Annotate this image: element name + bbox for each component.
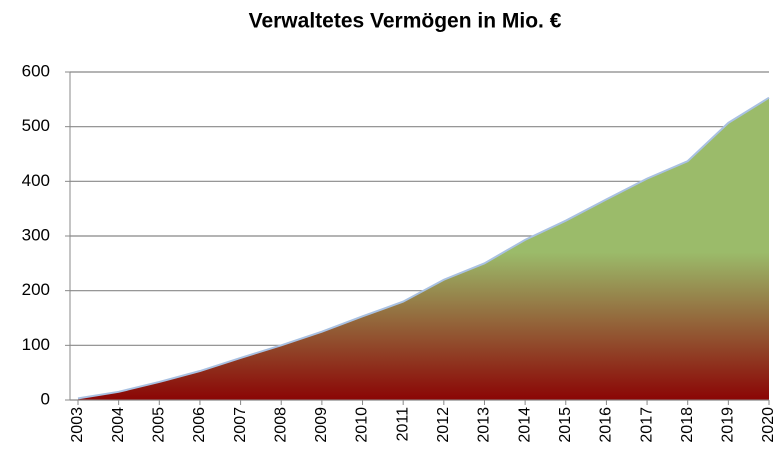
x-tick-label: 2017 xyxy=(638,407,655,443)
x-tick-label: 2019 xyxy=(720,407,737,443)
chart-title: Verwaltetes Vermögen in Mio. € xyxy=(249,10,562,33)
x-tick-label: 2006 xyxy=(191,407,208,443)
x-tick-label: 2003 xyxy=(69,407,86,443)
area-line xyxy=(77,96,770,400)
x-tick-label: 2009 xyxy=(313,407,330,443)
x-tick-label: 2008 xyxy=(272,407,289,443)
x-tick-label: 2020 xyxy=(760,407,777,443)
x-tick-label: 2007 xyxy=(232,407,249,443)
y-tick-label: 0 xyxy=(41,389,50,408)
y-tick-label: 400 xyxy=(22,171,50,190)
x-tick-label: 2004 xyxy=(110,407,127,443)
x-tick-label: 2013 xyxy=(476,407,493,443)
x-tick-label: 2015 xyxy=(557,407,574,443)
x-tick-label: 2012 xyxy=(435,407,452,443)
y-tick-label: 600 xyxy=(22,61,50,80)
x-tick-label: 2005 xyxy=(151,407,168,443)
x-tick-label: 2014 xyxy=(516,407,533,443)
x-tick-label: 2016 xyxy=(598,407,615,443)
y-tick-label: 500 xyxy=(22,116,50,135)
y-tick-label: 200 xyxy=(22,280,50,299)
y-tick-label: 300 xyxy=(22,225,50,244)
x-tick-label: 2011 xyxy=(394,407,411,442)
x-tick-label: 2018 xyxy=(679,407,696,443)
x-tick-label: 2010 xyxy=(354,407,371,443)
y-tick-label: 100 xyxy=(22,335,50,354)
area xyxy=(78,97,769,401)
